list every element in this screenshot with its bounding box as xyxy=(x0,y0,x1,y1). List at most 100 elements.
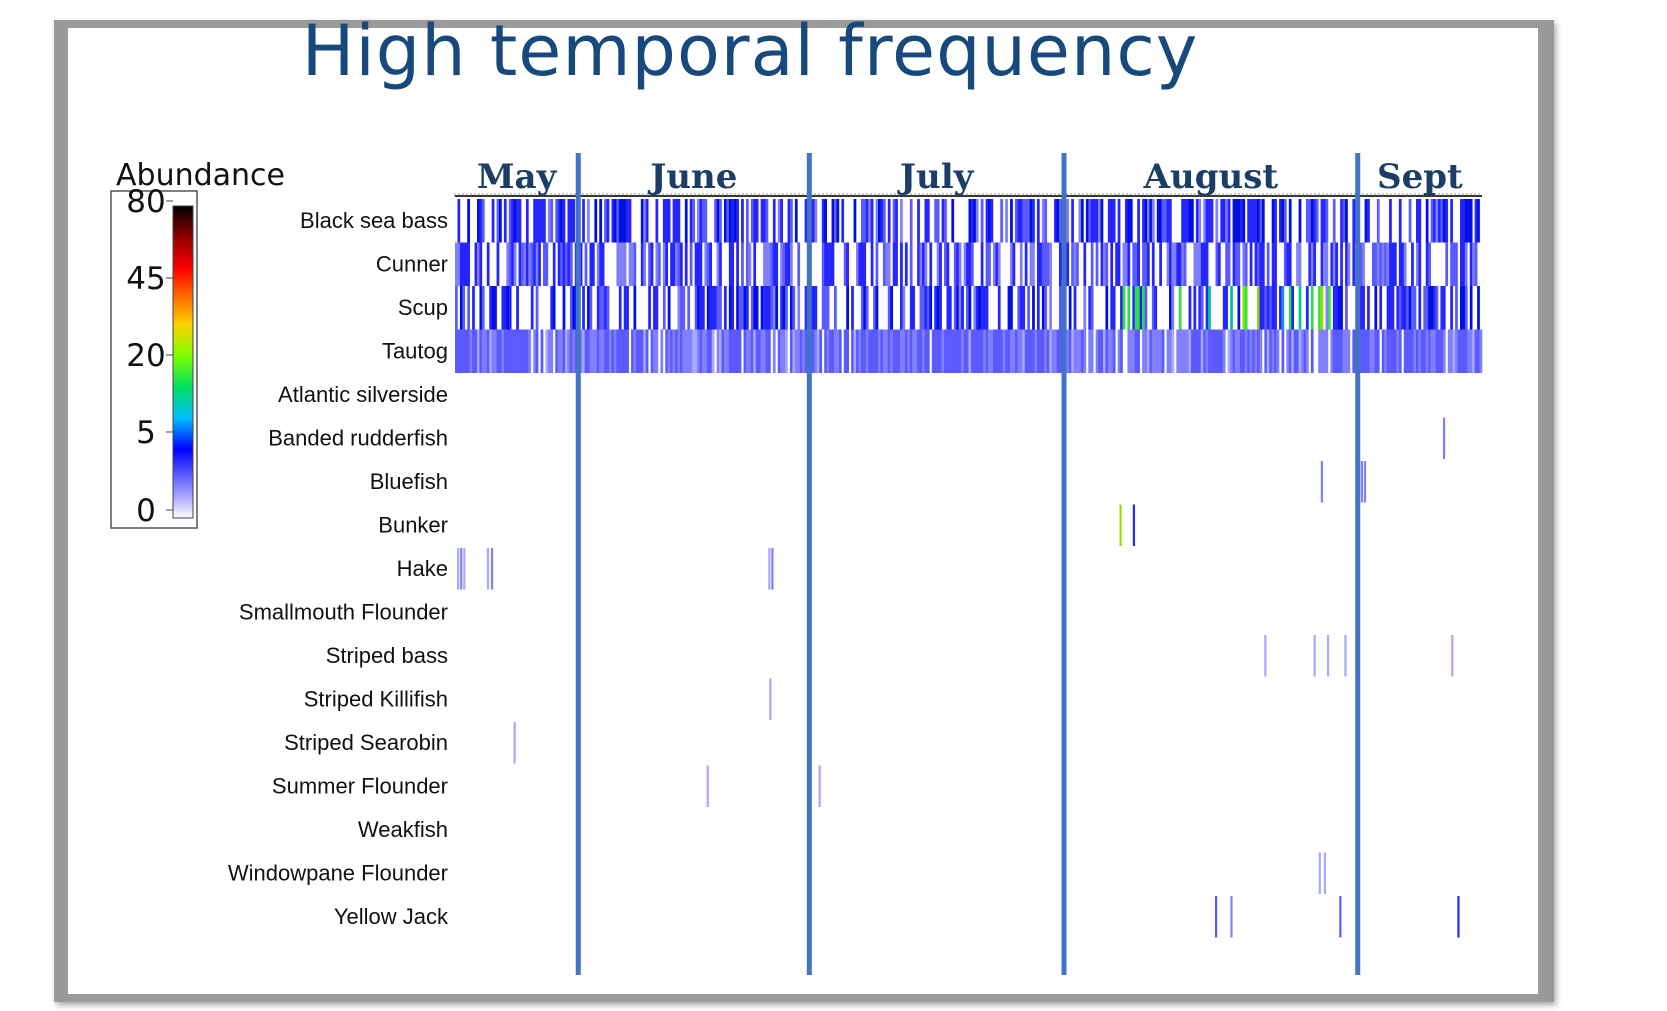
heatmap-cell xyxy=(518,329,522,373)
heatmap-cell xyxy=(1036,329,1040,373)
heatmap-cell xyxy=(477,199,480,243)
heatmap-cell xyxy=(1459,199,1463,243)
heatmap-cell xyxy=(1010,242,1013,286)
heatmap-cell xyxy=(457,548,460,590)
heatmap-cell xyxy=(1147,329,1150,373)
heatmap-cell xyxy=(1381,242,1385,286)
heatmap-cell xyxy=(885,242,889,286)
heatmap-cell xyxy=(626,329,629,373)
heatmap-cell xyxy=(1100,199,1104,243)
heatmap-cell xyxy=(719,286,722,330)
heatmap-cell xyxy=(521,329,524,373)
species-label: Yellow Jack xyxy=(334,904,449,929)
heatmap-cell xyxy=(1132,242,1136,286)
heatmap-cell xyxy=(677,242,681,286)
slide xyxy=(68,28,1538,994)
heatmap-cell xyxy=(692,199,695,243)
heatmap-cell xyxy=(506,286,510,330)
heatmap-cell xyxy=(1044,329,1048,373)
heatmap-cell xyxy=(643,242,647,286)
heatmap-cell xyxy=(868,199,871,243)
heatmap-cell xyxy=(745,199,749,243)
heatmap-cell xyxy=(970,329,974,373)
heatmap-cell xyxy=(909,242,913,286)
heatmap-cell xyxy=(679,286,683,330)
heatmap-cell xyxy=(587,199,590,243)
heatmap-cell xyxy=(826,242,830,286)
heatmap-cell xyxy=(985,329,989,373)
heatmap-cell xyxy=(479,199,483,243)
heatmap-cell xyxy=(1266,286,1270,330)
heatmap-cell xyxy=(1244,329,1248,373)
heatmap-cell xyxy=(1367,329,1370,373)
heatmap-cell xyxy=(679,242,683,286)
heatmap-cell xyxy=(1041,286,1045,330)
heatmap-cell xyxy=(550,286,554,330)
heatmap-cell xyxy=(711,286,715,330)
heatmap-cell xyxy=(1107,329,1111,373)
heatmap-cell xyxy=(1068,329,1072,373)
heatmap-cell xyxy=(714,199,717,243)
heatmap-cell xyxy=(560,199,563,243)
heatmap-cell xyxy=(701,329,705,373)
heatmap-cell xyxy=(719,329,722,373)
heatmap-cell xyxy=(1303,329,1307,373)
heatmap-cell xyxy=(763,242,766,286)
heatmap-cell xyxy=(1036,199,1040,243)
heatmap-cell xyxy=(1437,199,1441,243)
heatmap-cell xyxy=(900,329,903,373)
heatmap-cell xyxy=(655,199,659,243)
heatmap-cell xyxy=(1308,199,1312,243)
heatmap-cell xyxy=(733,329,737,373)
heatmap-cell xyxy=(616,242,620,286)
heatmap-cell xyxy=(900,242,903,286)
heatmap-cell xyxy=(814,329,818,373)
heatmap-cell xyxy=(1274,329,1277,373)
heatmap-cell xyxy=(1237,242,1241,286)
heatmap-cell xyxy=(953,242,957,286)
heatmap-cell xyxy=(1014,199,1018,243)
heatmap-cell xyxy=(1203,199,1206,243)
species-label: Hake xyxy=(397,556,448,581)
heatmap-cell xyxy=(484,329,488,373)
heatmap-cell xyxy=(775,286,779,330)
heatmap-cell xyxy=(1058,199,1062,243)
heatmap-cell xyxy=(1344,635,1347,677)
heatmap-cell xyxy=(477,242,480,286)
heatmap-cell xyxy=(525,329,529,373)
heatmap-cell xyxy=(1215,242,1219,286)
heatmap-cell xyxy=(743,286,747,330)
heatmap-cell xyxy=(1139,286,1143,330)
heatmap-cell xyxy=(1259,286,1263,330)
heatmap-cell xyxy=(557,329,561,373)
heatmap-cell xyxy=(1120,329,1123,373)
heatmap-cell xyxy=(946,242,950,286)
heatmap-cell xyxy=(1154,329,1158,373)
heatmap-cell xyxy=(895,329,898,373)
heatmap-cell xyxy=(980,199,984,243)
heatmap-cell xyxy=(567,242,571,286)
heatmap-cell xyxy=(821,242,825,286)
heatmap-cell xyxy=(594,199,598,243)
heatmap-cell xyxy=(973,286,977,330)
heatmap-cell xyxy=(1198,329,1202,373)
heatmap-cell xyxy=(572,286,576,330)
heatmap-cell xyxy=(853,329,857,373)
heatmap-cell xyxy=(1425,242,1429,286)
heatmap-cell xyxy=(499,199,502,243)
heatmap-cell xyxy=(1335,286,1339,330)
heatmap-cell xyxy=(1054,199,1057,243)
heatmap-cell xyxy=(1127,199,1131,243)
heatmap-cell xyxy=(662,286,666,330)
heatmap-cell xyxy=(565,329,568,373)
heatmap-cell xyxy=(1144,199,1148,243)
heatmap-cell xyxy=(1112,286,1116,330)
heatmap-cell xyxy=(1296,329,1299,373)
heatmap-cell xyxy=(973,329,977,373)
legend-tick-label: 0 xyxy=(136,493,156,529)
heatmap-cell xyxy=(851,329,854,373)
heatmap-cell xyxy=(885,329,889,373)
heatmap-cell xyxy=(1019,199,1023,243)
heatmap-cell xyxy=(1110,329,1114,373)
heatmap-cell xyxy=(1310,286,1314,330)
